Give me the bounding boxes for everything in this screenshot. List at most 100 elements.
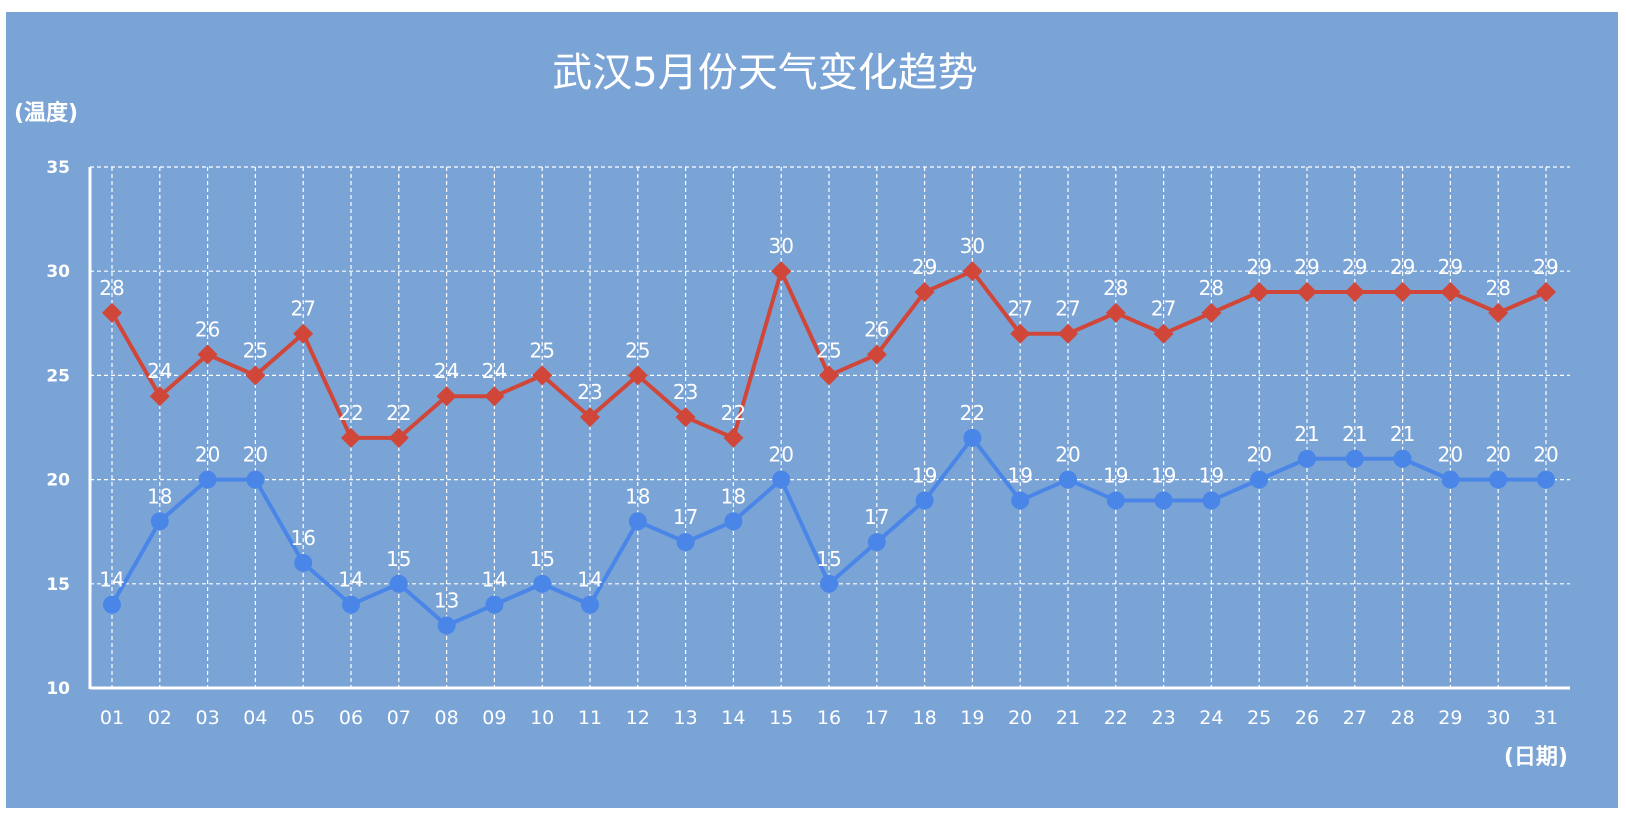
series-2-data-label: 13 (434, 588, 459, 612)
x-tick-label: 26 (1295, 707, 1319, 729)
series-1-data-label: 29 (1533, 255, 1558, 279)
series-2-data-label: 18 (147, 484, 172, 508)
x-tick-label: 06 (339, 707, 363, 729)
series-1-point (293, 323, 314, 344)
series-2-point (342, 595, 360, 614)
series-1-point (245, 365, 266, 386)
series-1-point (627, 365, 648, 386)
series-2-data-label: 14 (99, 568, 124, 592)
series-1-point (1440, 282, 1461, 303)
series-1-data-label: 23 (673, 380, 698, 404)
series-1-point (1488, 302, 1509, 323)
x-tick-label: 31 (1534, 707, 1558, 729)
series-1-point (723, 427, 744, 448)
x-tick-label: 11 (578, 707, 602, 729)
series-2-point (628, 512, 647, 531)
series-1-data-label: 25 (243, 338, 268, 362)
series-1-point (819, 365, 839, 386)
series-2-point (867, 533, 886, 552)
x-tick-label: 12 (626, 707, 650, 729)
series-1-point (1392, 282, 1413, 303)
series-2-point (198, 470, 217, 489)
series-2-point (1106, 491, 1125, 510)
series-1-point (962, 261, 983, 282)
series-1-point (532, 365, 553, 386)
series-2-data-label: 21 (1390, 422, 1415, 446)
series-1-point (341, 427, 361, 448)
series-1-point (197, 344, 218, 365)
x-tick-label: 18 (913, 707, 937, 729)
series-2-data-label: 15 (386, 547, 411, 571)
x-tick-label: 02 (148, 707, 172, 729)
series-1-point (1105, 302, 1126, 323)
series-2-point (1393, 449, 1412, 468)
series-2-data-label: 19 (1151, 463, 1176, 487)
series-1-point (102, 302, 122, 323)
series-1-data-label: 23 (577, 380, 602, 404)
x-tick-label: 25 (1247, 707, 1271, 729)
x-tick-label: 15 (769, 707, 793, 729)
data-labels: 28 24 26 25 27 22 22 24 24 25 23 25 23 22 30 25 26 29 30 27… (99, 234, 1558, 612)
x-tick-label: 29 (1438, 707, 1462, 729)
series-1-data-label: 30 (768, 234, 793, 258)
axes: 10 15 20 25 30 35 01 02 03 04 05 06 07 08 09 10 11 12 13 14… (46, 158, 1570, 729)
series-1-point (675, 407, 696, 428)
series-1-point (1249, 282, 1270, 303)
y-tick-label: 30 (46, 262, 70, 282)
series-1-data-label: 24 (434, 359, 459, 383)
series-1-data-label: 27 (1055, 297, 1080, 321)
series-1-point (1058, 323, 1078, 344)
series-1-data-label: 25 (816, 338, 841, 362)
series-2-data-label: 22 (960, 401, 985, 425)
series-1-data-label: 28 (1485, 276, 1510, 300)
series-1-point (1536, 282, 1556, 303)
x-tick-label: 21 (1056, 707, 1080, 729)
series-2-point (676, 533, 695, 552)
series-2-data-label: 15 (529, 547, 554, 571)
series-1-data-label: 27 (1151, 297, 1176, 321)
series-2-point (772, 470, 791, 489)
series-2-point (1011, 491, 1030, 510)
series-2-point (820, 574, 838, 593)
x-tick-label: 24 (1199, 707, 1223, 729)
series-1-data-label: 26 (864, 318, 889, 342)
series-1-data-label: 24 (147, 359, 172, 383)
x-tick-label: 27 (1343, 707, 1367, 729)
series-1-data-label: 28 (1103, 276, 1128, 300)
x-tick-label: 17 (865, 707, 889, 729)
series-1-data-label: 27 (290, 297, 315, 321)
series-1-point (1010, 323, 1031, 344)
series-1-point (149, 386, 170, 407)
y-tick-label: 15 (46, 575, 70, 595)
series-2-point (437, 616, 456, 635)
series-1-point (771, 261, 792, 282)
series-2-data-label: 19 (1199, 463, 1224, 487)
chart-background (6, 12, 1618, 808)
series-2-point (963, 428, 982, 447)
series-1-data-label: 28 (1199, 276, 1224, 300)
series-1-data-label: 25 (529, 338, 554, 362)
series-2-data-label: 17 (864, 505, 889, 529)
series-1-point (1201, 302, 1222, 323)
series-2-point (150, 512, 169, 531)
series-2-data-label: 20 (1055, 443, 1080, 467)
series-1-data-label: 29 (1342, 255, 1367, 279)
series-2-point (1059, 470, 1077, 489)
series-layer (102, 261, 1556, 635)
series-2-point (724, 512, 743, 531)
series-2-point (103, 595, 121, 614)
y-axis-title: (温度) (14, 100, 78, 126)
series-1-point (1153, 323, 1174, 344)
series-1-data-label: 30 (960, 234, 985, 258)
series-2-point (1250, 470, 1269, 489)
series-1-point (484, 386, 505, 407)
series-2-point (915, 491, 934, 510)
x-tick-label: 08 (435, 707, 459, 729)
series-2-data-label: 19 (1103, 463, 1128, 487)
series-2-point (1441, 470, 1460, 489)
series-2-data-label: 19 (1007, 463, 1032, 487)
x-tick-label: 01 (100, 707, 124, 729)
series-2-data-label: 21 (1294, 422, 1319, 446)
series-2-data-label: 19 (912, 463, 937, 487)
